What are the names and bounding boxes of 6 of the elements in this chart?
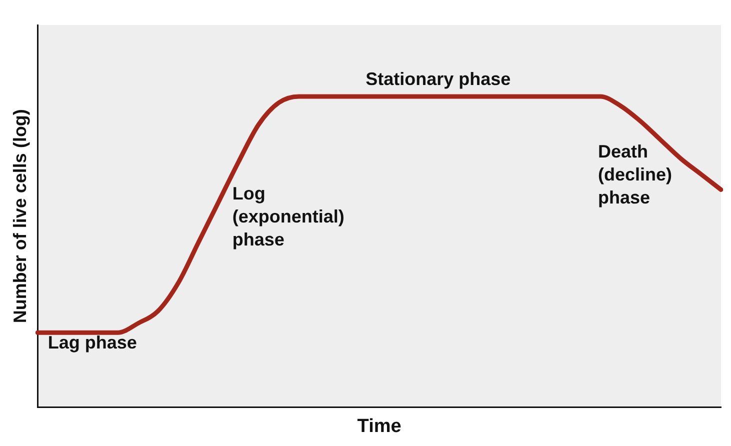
annotation: Death (decline) phase: [598, 141, 672, 208]
y-axis-title: Number of live cells (log): [10, 109, 30, 324]
x-axis-title: Time: [357, 416, 402, 437]
annotation: Log (exponential) phase: [232, 183, 344, 250]
annotation: Lag phase: [48, 332, 137, 353]
text: Stationary phase: [366, 68, 511, 89]
